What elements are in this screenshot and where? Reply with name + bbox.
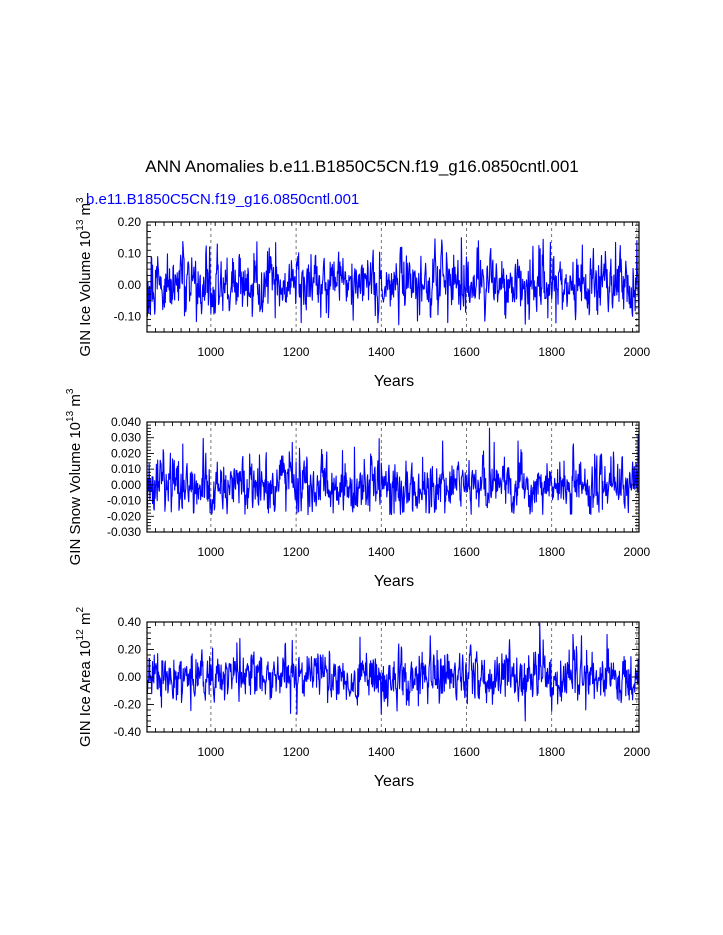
snow-volume-x-tick-label: 1000 [198, 545, 225, 559]
ice-volume-y-tick-label: 0.10 [118, 246, 142, 260]
snow-volume-y-label: GIN Snow Volume 1013 m3 [65, 388, 84, 565]
ice-volume-y-label-unit: m [77, 203, 94, 220]
ice-area-x-tick-label: 1600 [453, 745, 480, 759]
snow-volume-y-tick-label: -0.030 [107, 525, 141, 539]
ice-area-y-label-unit-exp: 2 [75, 607, 86, 613]
snow-volume-y-tick-label: 0.020 [111, 446, 141, 460]
ice-area-y-label-exp: 12 [75, 629, 86, 641]
ice-area-series-line [146, 622, 640, 722]
ice-volume-x-axis: 1000 1200 1400 1600 1800 2000 [146, 222, 651, 359]
snow-volume-x-tick-label: 2000 [624, 545, 651, 559]
ice-area-y-label-main: GIN Ice Area 10 [77, 640, 94, 747]
snow-volume-x-label: Years [374, 573, 414, 590]
snow-volume-x-tick-label: 1600 [453, 545, 480, 559]
ice-volume-plot-frame [146, 221, 640, 333]
snow-volume-y-tick-label: -0.010 [107, 494, 141, 508]
snow-volume-y-tick-label: 0.040 [111, 415, 141, 429]
snow-volume-x-axis: 1000 1200 1400 1600 1800 2000 [146, 422, 651, 559]
ice-area-x-tick-label: 1400 [368, 745, 395, 759]
snow-volume-plot-frame [146, 421, 640, 533]
figure-title: ANN Anomalies b.e11.B1850C5CN.f19_g16.08… [145, 157, 578, 176]
ice-area-y-tick-label: 0.20 [118, 643, 142, 657]
snow-volume-y-tick-label: -0.020 [107, 509, 141, 523]
ice-volume-y-label-unit-exp: 3 [75, 197, 86, 203]
ice-area-y-label-unit: m [77, 613, 94, 630]
snow-volume-y-label-exp: 13 [65, 410, 76, 422]
ice-area-y-tick-label: -0.40 [114, 725, 142, 739]
ice-area-x-tick-label: 1800 [538, 745, 565, 759]
ice-area-panel: 1000 1200 1400 1600 1800 2000 -0.40 -0.20 0.00 0… [75, 607, 651, 790]
ice-volume-x-tick-label: 1000 [198, 345, 225, 359]
ice-area-x-label: Years [374, 773, 414, 790]
ice-volume-x-tick-label: 1400 [368, 345, 395, 359]
ice-volume-y-label-exp: 13 [75, 219, 86, 231]
snow-volume-x-tick-label: 1200 [283, 545, 310, 559]
snow-volume-x-tick-label: 1800 [538, 545, 565, 559]
ice-area-x-axis: 1000 1200 1400 1600 1800 2000 [146, 622, 651, 759]
ice-volume-y-tick-label: -0.10 [114, 309, 142, 323]
ice-volume-x-label: Years [374, 373, 414, 390]
snow-volume-y-label-unit: m [67, 394, 84, 411]
ice-volume-series-line [146, 237, 640, 326]
ice-area-x-tick-label: 1200 [283, 745, 310, 759]
ice-volume-panel: 1000 1200 1400 1600 1800 2000 -0.10 0.00 0.10 0.… [75, 197, 651, 390]
snow-volume-y-tick-label: 0.000 [111, 478, 141, 492]
ice-volume-x-tick-label: 1600 [453, 345, 480, 359]
snow-volume-y-tick-label: 0.030 [111, 431, 141, 445]
ice-area-y-axis: -0.40 -0.20 0.00 0.20 0.40 [114, 615, 639, 739]
ice-area-y-label: GIN Ice Area 1012 m2 [75, 607, 94, 748]
ice-volume-y-label: GIN Ice Volume 1013 m3 [75, 197, 94, 357]
snow-volume-series-line [146, 427, 640, 516]
snow-volume-y-label-main: GIN Snow Volume 10 [67, 422, 84, 565]
snow-volume-panel: 1000 1200 1400 1600 1800 2000 -0.030 -0.020-0.… [65, 388, 651, 590]
ice-area-y-tick-label: 0.40 [118, 615, 142, 629]
ice-area-x-tick-label: 2000 [624, 745, 651, 759]
ice-area-x-tick-label: 1000 [198, 745, 225, 759]
ice-volume-y-label-main: GIN Ice Volume 10 [77, 231, 94, 357]
ice-volume-x-tick-label: 1200 [283, 345, 310, 359]
snow-volume-y-label-unit-exp: 3 [65, 388, 76, 394]
ice-volume-x-tick-label: 2000 [624, 345, 651, 359]
ice-volume-y-tick-label: 0.00 [118, 278, 142, 292]
ice-volume-y-tick-label: 0.20 [118, 215, 142, 229]
figure-subtitle: b.e11.B1850C5CN.f19_g16.0850cntl.001 [86, 191, 359, 208]
ice-volume-x-tick-label: 1800 [538, 345, 565, 359]
snow-volume-y-tick-label: 0.010 [111, 462, 141, 476]
ice-area-y-tick-label: -0.20 [114, 698, 142, 712]
ice-area-y-tick-label: 0.00 [118, 670, 142, 684]
ice-volume-y-axis: -0.10 0.00 0.10 0.20 [114, 215, 639, 333]
snow-volume-x-tick-label: 1400 [368, 545, 395, 559]
